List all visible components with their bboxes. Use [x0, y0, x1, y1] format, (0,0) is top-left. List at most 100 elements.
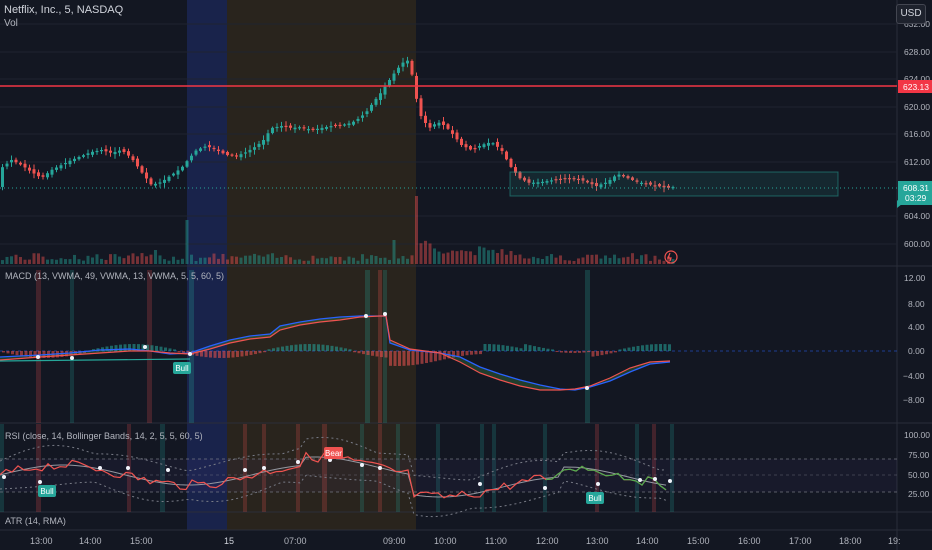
volume-bar [298, 259, 301, 264]
macd-axis[interactable]: 12.00 8.00 4.00 0.00 −4.00 −8.00 [903, 273, 926, 405]
candle-body [419, 98, 423, 117]
replay-icon[interactable] [664, 250, 678, 264]
volume-bar [419, 243, 423, 264]
macd-hist-bar [114, 345, 118, 351]
candle-body [505, 151, 508, 160]
macd-signal-line [0, 315, 671, 391]
rsi-axis[interactable]: 100.00 75.00 50.00 25.00 [904, 430, 930, 499]
volume-bar [235, 256, 238, 264]
volume-bar [244, 255, 247, 264]
candle-body [361, 115, 364, 118]
cross-marker [378, 466, 382, 470]
candle-body [356, 118, 360, 121]
candle-body [392, 73, 396, 81]
macd-hist-bar [560, 351, 563, 353]
candle-body [293, 127, 297, 130]
candle-body [487, 142, 490, 146]
candle-body [185, 161, 189, 167]
candle-body [635, 180, 639, 182]
rsi-tick: 50.00 [908, 470, 930, 480]
macd-hist-bar [231, 351, 235, 358]
macd-hist-bar [24, 351, 28, 357]
volume-bar [460, 250, 463, 264]
candle-body [158, 182, 162, 184]
macd-hist-bar [375, 351, 379, 357]
candle-body [203, 146, 207, 148]
grid-lines [0, 23, 897, 245]
macd-hist-bar [528, 345, 532, 351]
time-label: 10:00 [434, 536, 457, 546]
candle-body [577, 178, 580, 181]
macd-hist-bar [479, 351, 482, 355]
macd-hist-bar [632, 346, 635, 351]
macd-bull-badge: Bull [173, 362, 191, 374]
time-axis[interactable]: 13:00 14:00 15:00 15 07:00 09:00 10:00 1… [30, 536, 901, 546]
rsi-bb-lower [0, 474, 667, 518]
volume-bar [334, 257, 337, 264]
macd-hist-bar [470, 351, 473, 355]
price-axis[interactable]: 632.00 628.00 624.00 620.00 616.00 612.0… [904, 19, 930, 249]
currency-button[interactable]: USD [896, 4, 926, 24]
candle-body [500, 148, 504, 151]
candle-body [599, 184, 603, 188]
macd-hist-bar [420, 351, 424, 364]
candle-body [388, 80, 391, 86]
candle-body [82, 155, 85, 157]
candle-body [289, 125, 292, 128]
candle-body [208, 145, 211, 148]
macd-hist-bar [551, 349, 554, 351]
macd-hist-bar [258, 351, 262, 354]
volume-bar [154, 250, 157, 264]
candle-body [32, 169, 36, 174]
macd-hist-bar [533, 346, 536, 351]
candle-body [410, 60, 414, 75]
candle-body [370, 104, 373, 111]
candle-body [50, 169, 54, 175]
candle-body [91, 151, 94, 155]
macd-hist-bar [317, 344, 320, 351]
macd-hist-bar [564, 351, 568, 353]
candle-body [581, 178, 585, 181]
macd-hist-bar [33, 351, 37, 358]
macd-hist-bar [254, 351, 257, 355]
macd-hist-bar [519, 348, 523, 351]
volume-bar [257, 255, 261, 264]
volume-bar [185, 220, 189, 264]
candle-body [221, 150, 225, 154]
macd-hist-bar [6, 351, 10, 354]
macd-bull-label: Bull [175, 364, 189, 373]
volume-bar [10, 256, 13, 264]
candle-body [374, 98, 378, 105]
atr-title[interactable]: ATR (14, RMA) [5, 516, 66, 526]
macd-bull-extension [0, 358, 191, 362]
candle-body [478, 146, 481, 148]
volume-bar [365, 258, 369, 264]
macd-hist-bar [101, 347, 104, 351]
volume-bar [505, 254, 508, 264]
price-tick: 600.00 [904, 239, 930, 249]
symbol-title[interactable]: Netflix, Inc., 5, NASDAQ [4, 4, 124, 16]
candle-body [235, 155, 238, 157]
macd-signal-columns [36, 270, 590, 423]
rsi-title[interactable]: RSI (close, 14, Bollinger Bands, 14, 2, … [5, 431, 203, 441]
macd-hist-bar [600, 351, 604, 356]
volume-bar [604, 255, 607, 264]
macd-hist-bar [497, 344, 500, 351]
volume-label[interactable]: Vol [4, 18, 18, 29]
macd-hist-bar [312, 344, 316, 351]
candle-body [226, 151, 229, 156]
volume-bar [199, 257, 202, 264]
cross-marker [98, 466, 102, 470]
volume-bar [302, 260, 306, 264]
macd-hist-bar [209, 351, 212, 358]
volume-bar [509, 251, 513, 264]
candle-body [109, 150, 112, 153]
candle-body [280, 126, 283, 128]
time-label: 18:00 [839, 536, 862, 546]
macd-hist-bar [339, 347, 343, 351]
candle-body [41, 175, 45, 177]
candle-body [343, 124, 346, 126]
volume-bar [266, 254, 270, 264]
macd-title[interactable]: MACD (13, VWMA, 49, VWMA, 13, VWMA, 5, 5… [5, 271, 224, 281]
